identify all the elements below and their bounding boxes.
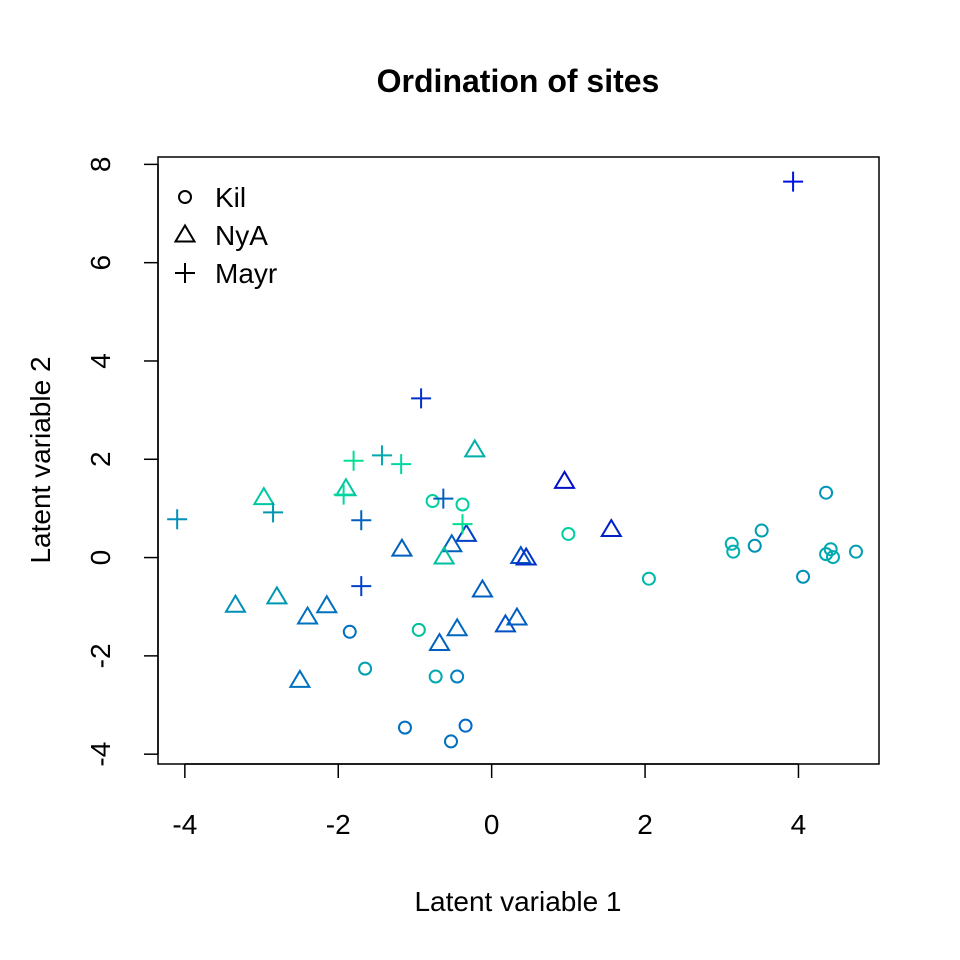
legend-label-mayr: Mayr — [215, 258, 277, 289]
legend-marker-plus — [175, 263, 195, 283]
data-point-triangle — [600, 518, 623, 538]
y-tick-label: 2 — [85, 451, 116, 467]
legend-label-nya: NyA — [215, 220, 268, 251]
data-point-triangle — [224, 593, 247, 613]
legend: Kil NyA Mayr — [173, 182, 277, 289]
data-point-triangle — [432, 545, 456, 565]
data-point-plus — [351, 510, 372, 531]
data-point-triangle — [463, 438, 487, 458]
data-point-circle — [561, 526, 576, 541]
data-point-triangle — [445, 617, 469, 637]
y-tick-label: 6 — [85, 255, 116, 271]
x-tick-label: 4 — [791, 809, 807, 840]
data-point-triangle — [505, 606, 529, 626]
y-tick-label: 8 — [85, 157, 116, 173]
y-axis-label: Latent variable 2 — [25, 356, 56, 563]
data-point-circle — [747, 538, 762, 553]
data-point-circle — [825, 550, 840, 565]
data-point-plus — [783, 171, 804, 192]
data-point-triangle — [494, 613, 517, 633]
data-point-triangle — [252, 486, 276, 506]
data-point-plus — [371, 445, 392, 466]
data-point-circle — [726, 544, 741, 559]
data-point-triangle — [440, 533, 464, 553]
data-point-plus — [411, 388, 432, 409]
data-point-circle — [796, 569, 811, 584]
data-point-circle — [458, 718, 473, 733]
data-points — [167, 171, 863, 749]
data-point-plus — [167, 509, 188, 530]
data-point-triangle — [553, 469, 576, 489]
data-point-triangle — [265, 585, 289, 605]
data-point-triangle — [334, 477, 358, 497]
y-tick-label: 0 — [85, 550, 116, 566]
data-point-triangle — [288, 668, 312, 688]
data-point-circle — [641, 571, 656, 586]
data-point-circle — [358, 661, 373, 676]
data-point-plus — [351, 576, 372, 597]
data-point-circle — [450, 669, 465, 684]
x-tick-label: 2 — [637, 809, 653, 840]
data-point-circle — [342, 624, 357, 639]
data-point-circle — [754, 523, 769, 538]
y-tick-label: -2 — [85, 643, 116, 668]
data-point-circle — [444, 734, 459, 749]
x-axis-label: Latent variable 1 — [414, 886, 621, 917]
data-point-circle — [428, 669, 443, 684]
data-point-plus — [452, 514, 473, 535]
data-point-circle — [455, 497, 470, 512]
data-point-triangle — [296, 605, 319, 625]
y-tick-label: 4 — [85, 353, 116, 369]
data-point-plus — [343, 450, 364, 471]
data-point-triangle — [390, 537, 414, 557]
data-point-triangle — [315, 594, 339, 614]
legend-marker-triangle — [173, 223, 197, 243]
data-point-circle — [823, 542, 838, 557]
data-point-triangle — [509, 545, 533, 565]
data-point-circle — [848, 544, 863, 559]
data-point-plus — [391, 454, 412, 475]
data-point-triangle — [455, 523, 478, 542]
data-point-triangle — [428, 632, 451, 652]
data-point-circle — [411, 622, 426, 637]
x-tick-label: -4 — [172, 809, 197, 840]
data-point-plus — [263, 502, 284, 523]
data-point-circle — [724, 536, 739, 551]
x-axis: -4 -2 0 2 4 — [172, 763, 807, 840]
chart-title: Ordination of sites — [377, 63, 660, 99]
y-tick-label: -4 — [85, 742, 116, 767]
y-axis: -4 -2 0 2 4 6 8 — [85, 157, 159, 767]
data-point-circle — [425, 494, 440, 509]
x-tick-label: 0 — [484, 809, 500, 840]
data-point-triangle — [471, 578, 494, 598]
legend-marker-circle — [178, 190, 192, 204]
data-point-circle — [397, 720, 412, 735]
data-point-circle — [819, 485, 834, 500]
data-point-triangle — [514, 546, 538, 566]
legend-label-kil: Kil — [215, 182, 246, 213]
data-point-plus — [333, 484, 354, 505]
x-tick-label: -2 — [326, 809, 351, 840]
data-point-plus — [433, 488, 454, 509]
